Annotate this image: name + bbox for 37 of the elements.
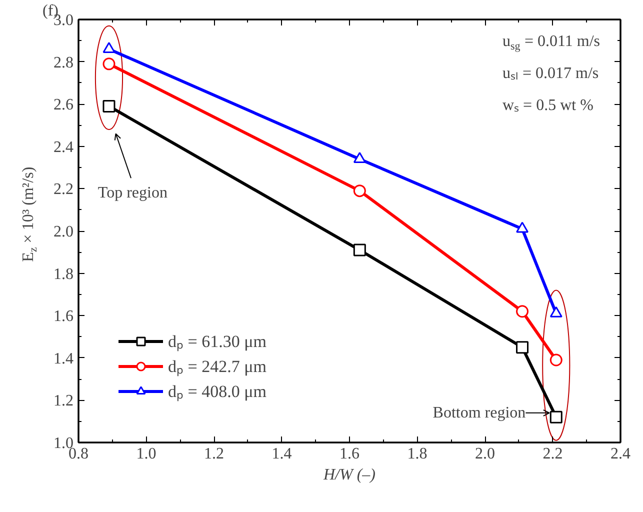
point xyxy=(516,341,529,354)
legend-label: dₚ = 61.30 μm xyxy=(168,331,266,352)
y-tick-label: 2.0 xyxy=(54,224,74,240)
point xyxy=(550,410,562,424)
x-tick-label: 1.6 xyxy=(340,446,360,462)
x-tick-label: 1.8 xyxy=(407,446,428,462)
x-tick-label: 1.4 xyxy=(272,446,292,462)
x-tick-label: 2.4 xyxy=(610,446,630,462)
point xyxy=(353,244,366,256)
point xyxy=(550,354,562,366)
y-tick-label: 1.6 xyxy=(54,308,74,326)
y-tick-label: 2.8 xyxy=(54,54,74,72)
y-tick-label: 1.8 xyxy=(54,266,74,283)
x-tick-label: 2.2 xyxy=(542,446,563,462)
y-tick-label: 1.4 xyxy=(54,350,74,368)
point xyxy=(102,42,116,54)
x-tick-label: 1.0 xyxy=(136,446,156,462)
y-tick-label: 2.6 xyxy=(54,96,74,114)
point xyxy=(353,184,366,198)
annotation: Top region xyxy=(98,184,168,202)
y-axis-title: Ez × 10³ (m²/s) xyxy=(20,166,40,262)
legend-label: dₚ = 408.0 μm xyxy=(168,381,266,402)
y-tick-label: 1.2 xyxy=(54,392,74,410)
point xyxy=(516,305,529,318)
y-tick-label: 2.2 xyxy=(54,181,74,198)
point xyxy=(102,58,116,70)
annotation: wₛ = 0.5 wt % xyxy=(502,97,594,114)
x-tick-label: 2.0 xyxy=(475,446,495,462)
point xyxy=(516,222,529,233)
point xyxy=(102,100,116,112)
point xyxy=(353,152,366,164)
annotation: uₛₗ = 0.017 m/s xyxy=(502,65,599,82)
annotation: Bottom region xyxy=(432,404,526,422)
x-tick-label: 1.2 xyxy=(204,446,224,462)
y-tick-label: 2.4 xyxy=(54,138,74,156)
x-axis-title: H/W (–) xyxy=(322,466,376,484)
legend-label: dₚ = 242.7 μm xyxy=(168,356,266,377)
